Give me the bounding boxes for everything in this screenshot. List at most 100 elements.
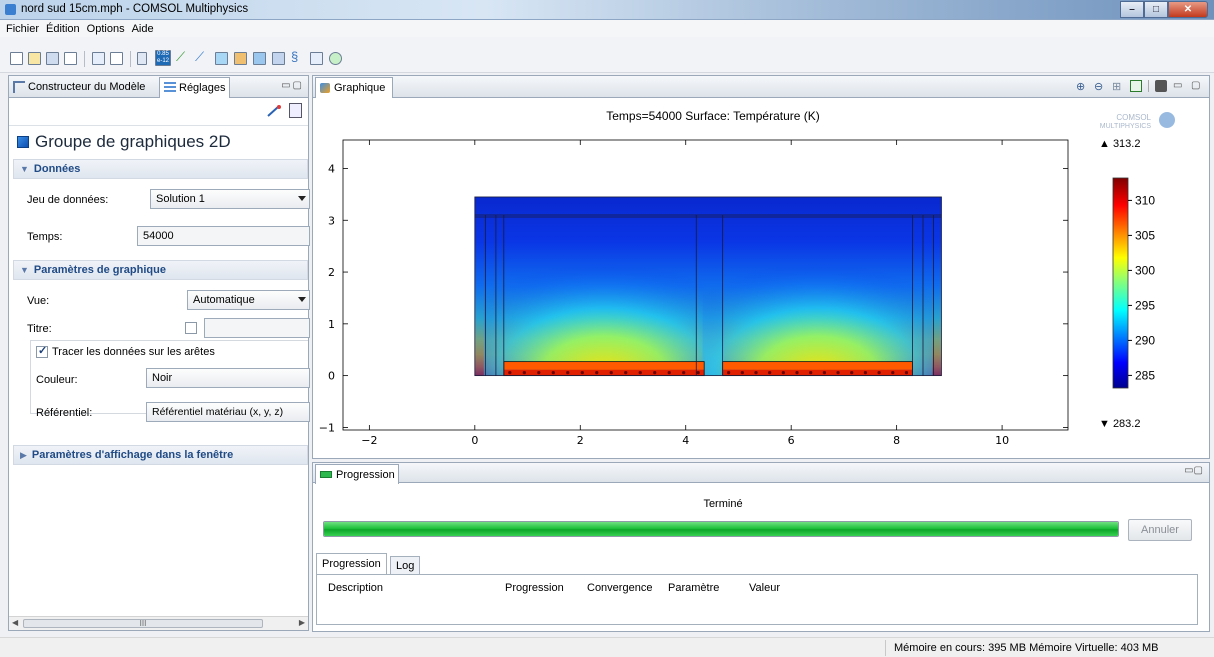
heating-pipe	[638, 371, 642, 375]
x-tick-label: 0	[471, 434, 478, 447]
tab-settings[interactable]: Réglages	[159, 77, 231, 98]
open-folder-icon[interactable]	[28, 52, 41, 65]
maximize-button[interactable]: □	[1144, 1, 1168, 18]
print-icon[interactable]	[64, 52, 77, 65]
draw-line-icon[interactable]: ⟋	[176, 49, 186, 64]
heater-zone	[503, 361, 705, 370]
menu-options[interactable]: Options	[86, 22, 125, 35]
progress-bar-fill	[324, 522, 1118, 536]
dataset-select[interactable]: Solution 1	[150, 189, 310, 209]
progress-status: Terminé	[703, 498, 743, 510]
mesh-icon[interactable]	[234, 52, 247, 65]
menu-aide[interactable]: Aide	[131, 22, 154, 35]
plot-brush-icon[interactable]	[266, 104, 282, 118]
frame-select[interactable]: Référentiel matériau (x, y, z)	[146, 402, 310, 422]
scrollbar-thumb[interactable]: III	[23, 619, 263, 628]
heating-pipe	[754, 371, 758, 375]
results-icon[interactable]	[272, 52, 285, 65]
grid-icon[interactable]: 0.85 e-12	[155, 50, 171, 66]
y-tick-label: 2	[328, 266, 335, 279]
close-button[interactable]: ✕	[1168, 1, 1208, 18]
heating-pipe	[682, 371, 686, 375]
color-select[interactable]: Noir	[146, 368, 310, 388]
comsol-logo-text: COMSOL	[1116, 113, 1151, 122]
tab-progress[interactable]: Progression	[315, 464, 399, 484]
edges-label: Tracer les données sur les arêtes	[52, 346, 215, 358]
column-description: Description	[328, 582, 384, 594]
tab-model-builder-label: Constructeur du Modèle	[28, 81, 146, 93]
heating-pipe	[822, 371, 826, 375]
chevron-down-icon	[298, 196, 306, 201]
new-file-icon[interactable]	[10, 52, 23, 65]
x-tick-label: 6	[788, 434, 795, 447]
save-icon[interactable]	[46, 52, 59, 65]
window-controls: – □ ✕	[1120, 1, 1208, 18]
graphics-tabs: Graphique ⊕ ⊖ ⊞ ▭ ▢	[313, 76, 1209, 98]
heating-pipe	[768, 371, 772, 375]
zoom-in-icon[interactable]: ⊕	[1076, 81, 1086, 93]
title-input[interactable]	[204, 318, 310, 338]
panel-maximize-icon[interactable]: ▢	[1191, 80, 1201, 91]
progress-tabs: Progression ▭▢	[313, 463, 1209, 484]
graphics-tab-icon	[320, 83, 330, 93]
menu-fichier[interactable]: Fichier	[6, 22, 40, 35]
progress-bar-icon	[320, 471, 332, 478]
heating-pipe	[891, 371, 895, 375]
section-window-label: Paramètres d'affichage dans la fenêtre	[31, 449, 234, 461]
group-title: Groupe de graphiques 2D	[17, 132, 231, 152]
zoom-out-icon[interactable]: ⊖	[1094, 81, 1104, 93]
settings-toolbar	[9, 98, 308, 126]
section-window-settings[interactable]: ▶ Paramètres d'affichage dans la fenêtre	[13, 445, 308, 465]
settings-icon	[164, 82, 176, 94]
view-select[interactable]: Automatique	[187, 290, 310, 310]
camera-icon[interactable]	[1155, 80, 1167, 92]
zoom-box-icon[interactable]: ⊞	[1112, 81, 1122, 93]
study-icon[interactable]: §	[291, 49, 299, 64]
heating-pipe	[696, 371, 700, 375]
help-icon[interactable]	[92, 52, 105, 65]
plot-icon[interactable]	[310, 52, 323, 65]
subtab-progress[interactable]: Progression	[316, 553, 387, 574]
panel-minmax-icons[interactable]: ▭▢	[1184, 465, 1203, 476]
help-icon[interactable]	[289, 103, 302, 118]
zoom-extents-icon[interactable]	[1130, 80, 1142, 92]
play-icon[interactable]	[329, 52, 342, 65]
section-plot-label: Paramètres de graphique	[33, 264, 166, 276]
section-plot-settings[interactable]: ▼ Paramètres de graphique	[13, 260, 308, 280]
heating-pipe	[781, 371, 785, 375]
comsol-logo-icon	[1159, 112, 1175, 128]
heating-pipe	[508, 371, 512, 375]
edges-checkbox[interactable]	[36, 344, 48, 358]
axes-frame	[342, 139, 1069, 431]
cancel-button[interactable]: Annuler	[1128, 519, 1192, 541]
heater-band	[503, 369, 705, 376]
scroll-right-icon[interactable]: ▶	[298, 618, 305, 627]
title-bar: nord sud 15cm.mph - COMSOL Multiphysics …	[0, 0, 1214, 20]
tab-graphics[interactable]: Graphique	[315, 77, 393, 98]
plot-canvas[interactable]: Temps=54000 Surface: Température (K) COM…	[313, 98, 1209, 458]
expand-arrow-icon: ▶	[20, 449, 27, 460]
panel-minmax-icons[interactable]: ▭▢	[281, 80, 304, 91]
domain-outline	[474, 196, 942, 377]
title-checkbox[interactable]	[185, 322, 197, 334]
frame-select-value: Référentiel matériau (x, y, z)	[152, 406, 284, 418]
column-convergence: Convergence	[587, 582, 653, 594]
draw-arrow-icon[interactable]: ⟋	[195, 49, 205, 64]
horizontal-scrollbar[interactable]: ◀ III ▶	[9, 616, 308, 630]
scroll-left-icon[interactable]: ◀	[12, 618, 19, 627]
compute-icon[interactable]	[253, 52, 266, 65]
toolbar-separator	[1148, 80, 1149, 92]
menu-edition[interactable]: Édition	[46, 22, 80, 35]
subtab-log[interactable]: Log	[390, 556, 421, 574]
colorbar-ticks: 310 305 300 295 290 285	[1128, 193, 1155, 382]
time-select[interactable]: 54000	[137, 226, 310, 246]
frame-label: Référentiel:	[36, 407, 93, 419]
screenshot-icon[interactable]	[110, 52, 123, 65]
view-select-value: Automatique	[193, 294, 255, 306]
panel-minimize-icon[interactable]: ▭	[1173, 80, 1183, 91]
minimize-button[interactable]: –	[1120, 1, 1144, 18]
tab-model-builder[interactable]: Constructeur du Modèle	[9, 77, 149, 97]
geometry-icon[interactable]	[215, 52, 228, 65]
section-data[interactable]: ▼ Données	[13, 159, 308, 179]
tool-dropdown-icon[interactable]	[137, 52, 147, 65]
